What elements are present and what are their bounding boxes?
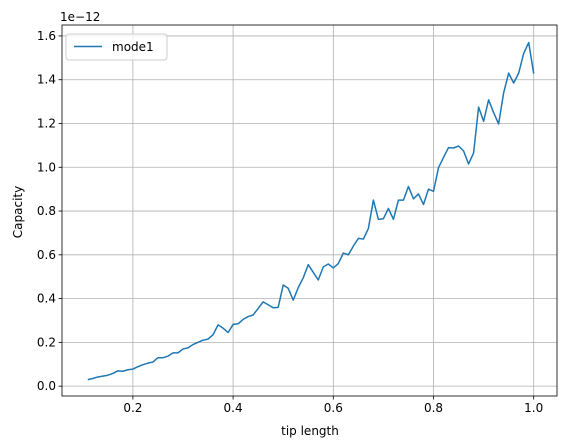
- y-offset-label: 1e−12: [60, 10, 100, 24]
- plot-frame: [61, 24, 558, 397]
- series-line-mode1: [87, 41, 535, 381]
- y-tick-label: 1.6: [37, 29, 56, 43]
- y-tick-label: 0.2: [37, 335, 56, 349]
- x-tick-label: 0.6: [324, 401, 343, 415]
- y-tick-label: 0.8: [37, 204, 56, 218]
- y-axis: 0.0 0.2 0.4 0.6 0.8 1.0 1.2 1.4 1.6: [37, 29, 62, 393]
- x-tick-label: 1.0: [524, 401, 543, 415]
- y-tick-label: 0.6: [37, 248, 56, 262]
- x-axis-label: tip length: [281, 424, 339, 438]
- y-tick-label: 0.0: [37, 379, 56, 393]
- legend-box: [65, 33, 168, 61]
- series-layer: [87, 41, 535, 381]
- y-axis-label: Capacity: [11, 186, 25, 238]
- y-tick-label: 0.4: [37, 292, 56, 306]
- legend-label-mode1: mode1: [112, 40, 154, 54]
- x-tick-label: 0.2: [123, 401, 142, 415]
- legend: mode1: [65, 33, 168, 61]
- y-tick-label: 1.4: [37, 73, 56, 87]
- y-tick-label: 1.2: [37, 116, 56, 130]
- x-axis: 0.2 0.4 0.6 0.8 1.0: [123, 396, 543, 415]
- y-tick-label: 1.0: [37, 160, 56, 174]
- grid-lines: [62, 25, 557, 396]
- x-tick-label: 0.4: [224, 401, 243, 415]
- x-tick-label: 0.8: [424, 401, 443, 415]
